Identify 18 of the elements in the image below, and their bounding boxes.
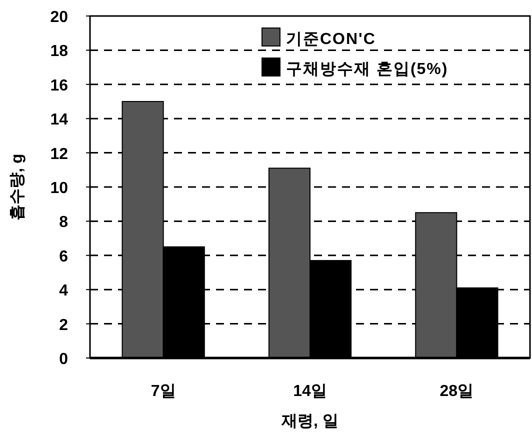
- y-tick-label: 14: [50, 112, 68, 129]
- y-tick-label: 20: [50, 9, 68, 26]
- y-tick-label: 2: [59, 316, 68, 334]
- y-axis-title: 흡수량, g: [9, 154, 26, 220]
- y-tick-label: 12: [50, 146, 68, 163]
- legend-label: 구채방수재 혼입(5%): [286, 61, 448, 78]
- y-tick-label: 0: [59, 351, 68, 368]
- x-axis-title: 재령, 일: [280, 413, 338, 430]
- y-tick-label: 10: [50, 180, 68, 197]
- y-tick-label: 8: [59, 214, 68, 232]
- x-tick-label: 28일: [440, 383, 474, 400]
- y-tick-label: 4: [59, 282, 68, 300]
- y-tick-label: 6: [59, 248, 68, 266]
- y-tick-label: 18: [50, 43, 68, 60]
- x-tick-label: 7일: [150, 383, 176, 400]
- legend-label: 기준CON'C: [286, 31, 376, 48]
- x-tick-label: 14일: [293, 383, 327, 400]
- y-tick-label: 16: [50, 77, 68, 94]
